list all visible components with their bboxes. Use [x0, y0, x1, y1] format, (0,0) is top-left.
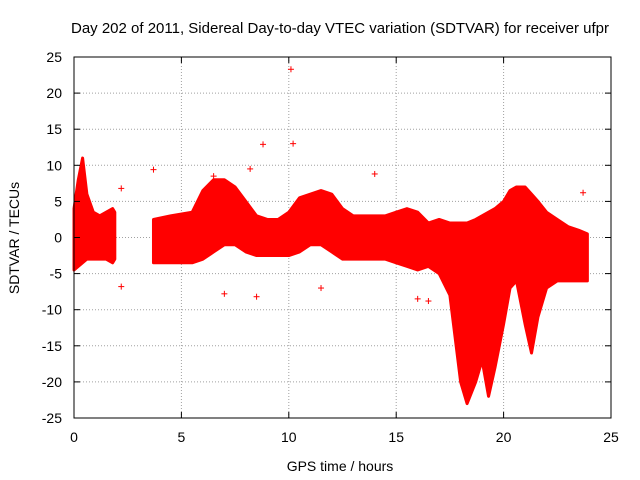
- data-point: [414, 295, 421, 302]
- ticks: 0 5 10 15 20 25 -25 -20 -15 -10 -5 0 5 10 15 20 25: [42, 49, 619, 445]
- y-tick-label: 15: [46, 121, 62, 137]
- y-tick-label: 20: [46, 85, 62, 101]
- data-point: [371, 170, 378, 177]
- y-tick-label: -25: [42, 410, 62, 426]
- y-axis-label: SDTVAR / TECUs: [6, 182, 22, 294]
- data-band: [72, 156, 117, 272]
- y-tick-label: -10: [42, 302, 62, 318]
- y-tick-label: 25: [46, 49, 62, 65]
- data-point: [290, 140, 297, 147]
- data-band: [151, 178, 589, 406]
- data-point: [150, 166, 157, 173]
- chart-title: Day 202 of 2011, Sidereal Day-to-day VTE…: [71, 20, 609, 37]
- x-tick-label: 5: [178, 429, 186, 445]
- y-tick-label: -15: [42, 338, 62, 354]
- x-tick-label: 10: [281, 429, 297, 445]
- x-tick-label: 20: [496, 429, 512, 445]
- data-layer: [72, 66, 589, 406]
- data-point: [247, 165, 254, 172]
- data-point: [118, 185, 125, 192]
- data-point: [210, 173, 217, 180]
- data-point: [221, 290, 228, 297]
- y-tick-label: 5: [54, 193, 62, 209]
- data-point: [260, 141, 267, 148]
- y-tick-label: 0: [54, 230, 62, 246]
- data-point: [318, 285, 325, 292]
- y-tick-label: 10: [46, 157, 62, 173]
- x-tick-label: 15: [388, 429, 404, 445]
- x-tick-label: 25: [603, 429, 619, 445]
- data-point: [580, 189, 587, 196]
- y-tick-label: -5: [50, 266, 63, 282]
- data-point: [253, 293, 260, 300]
- y-tick-label: -20: [42, 374, 62, 390]
- data-point: [118, 283, 125, 290]
- data-point: [554, 274, 561, 281]
- data-point: [287, 66, 294, 73]
- x-axis-label: GPS time / hours: [287, 458, 394, 474]
- data-point: [425, 298, 432, 305]
- x-tick-label: 0: [70, 429, 78, 445]
